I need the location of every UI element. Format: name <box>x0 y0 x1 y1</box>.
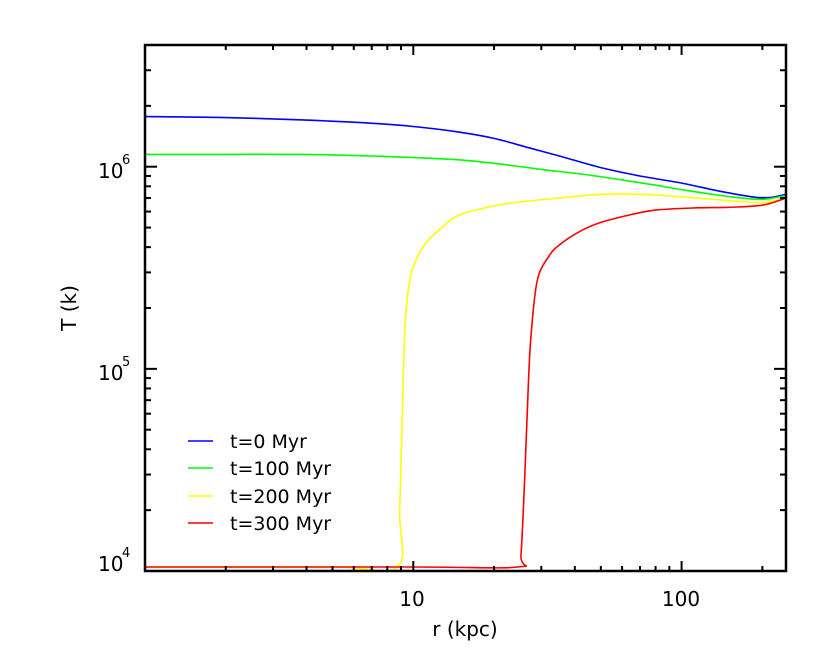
svg-text:6: 6 <box>122 153 130 168</box>
plot-frame <box>143 43 788 573</box>
svg-text:5: 5 <box>122 355 130 370</box>
x-axis-title: r (kpc) <box>432 617 497 641</box>
legend-item-t200: t=200 Myr <box>188 486 331 508</box>
series-line-1 <box>145 153 787 201</box>
svg-text:t=100 Myr: t=100 Myr <box>230 458 331 480</box>
svg-text:t=200 Myr: t=200 Myr <box>230 486 331 508</box>
series-line-2 <box>145 193 787 573</box>
svg-text:4: 4 <box>122 546 130 561</box>
y-tick-label-1e5: 10 5 <box>98 355 130 385</box>
y-axis-title: T (k) <box>57 285 81 332</box>
y-tick-label-1e4: 10 4 <box>98 546 130 576</box>
svg-text:10: 10 <box>98 159 123 183</box>
svg-text:10: 10 <box>98 552 123 576</box>
series-line-0 <box>144 115 787 199</box>
legend-item-t300: t=300 Myr <box>188 513 331 535</box>
x-tick-label-10: 10 <box>399 587 424 611</box>
svg-text:t=300 Myr: t=300 Myr <box>230 513 331 535</box>
series-line-3 <box>145 197 787 569</box>
plot-curves <box>144 115 787 573</box>
svg-text:t=0 Myr: t=0 Myr <box>230 431 307 453</box>
svg-text:10: 10 <box>98 361 123 385</box>
x-tick-label-100: 100 <box>662 587 700 611</box>
legend-item-t100: t=100 Myr <box>188 458 331 480</box>
legend: t=0 Myr t=100 Myr t=200 Myr t=300 Myr <box>188 431 331 535</box>
legend-item-t0: t=0 Myr <box>188 431 307 453</box>
y-tick-label-1e6: 10 6 <box>98 153 130 183</box>
